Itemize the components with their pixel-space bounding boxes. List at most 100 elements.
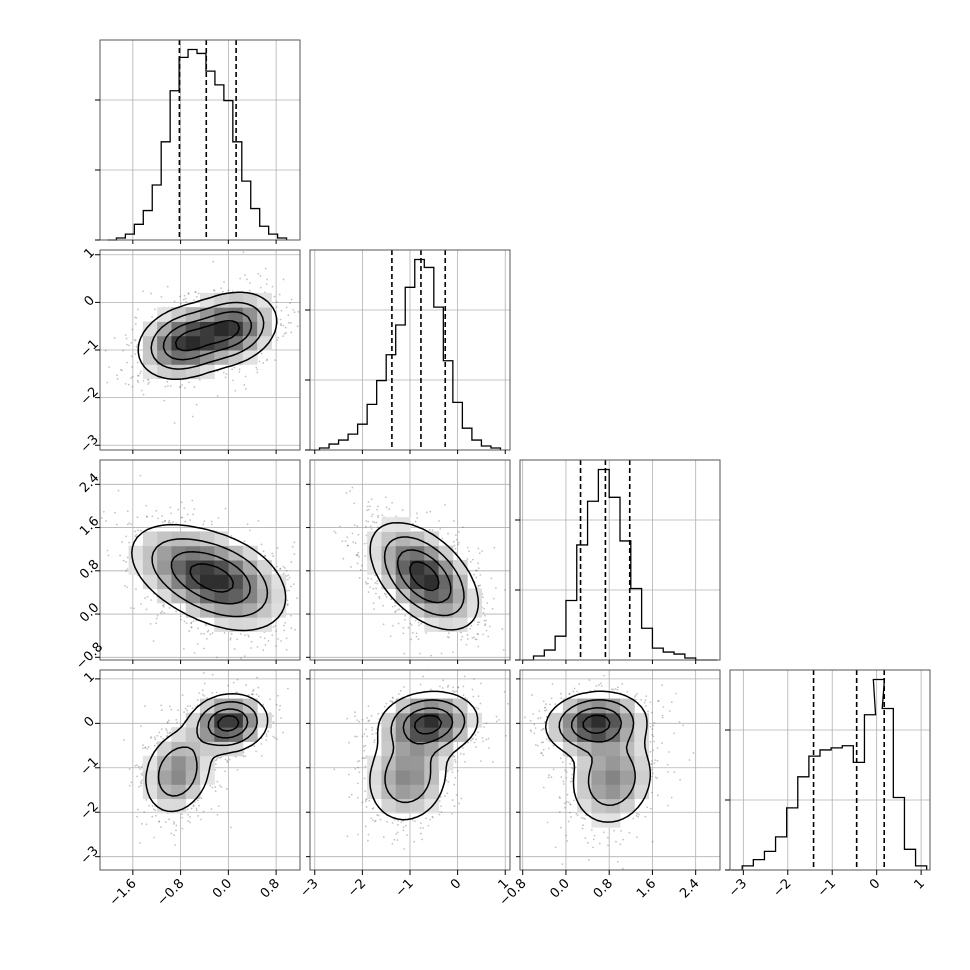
density-bin	[620, 770, 635, 785]
scatter-point	[152, 808, 155, 811]
density-bin	[200, 364, 215, 380]
scatter-point	[217, 805, 220, 808]
scatter-point	[212, 260, 215, 263]
scatter-point	[211, 786, 214, 789]
scatter-point	[180, 302, 182, 305]
scatter-point	[100, 517, 103, 519]
contour-line	[369, 521, 480, 631]
scatter-point	[357, 533, 360, 536]
x-tick-label: 0.8	[258, 876, 283, 901]
scatter-point	[568, 801, 570, 804]
scatter-point	[461, 635, 464, 638]
scatter-point	[285, 569, 288, 572]
scatter-point	[650, 763, 652, 766]
scatter-point	[479, 573, 482, 576]
hist-panel-3	[725, 669, 931, 871]
scatter-point	[353, 502, 356, 505]
scatter-point	[471, 637, 474, 639]
contour-line	[131, 523, 287, 632]
scatter-point	[203, 647, 206, 650]
scatter-point	[569, 762, 571, 765]
scatter-point	[478, 621, 481, 624]
scatter-point	[175, 610, 177, 613]
scatter-point	[586, 841, 589, 844]
density-bin	[214, 712, 230, 728]
scatter-point	[346, 536, 349, 539]
density-bin	[367, 784, 382, 800]
scatter-point	[290, 614, 292, 617]
scatter-point	[524, 716, 526, 719]
scatter-point	[224, 770, 226, 773]
density-bin	[257, 712, 272, 728]
scatter-point	[559, 797, 561, 800]
scatter-point	[475, 576, 478, 579]
scatter-point	[371, 513, 374, 516]
scatter-point	[121, 369, 123, 372]
density-bin	[452, 588, 468, 604]
scatter-point	[481, 671, 483, 673]
scatter-point	[290, 627, 293, 630]
scatter-point	[396, 839, 399, 841]
scatter-point	[181, 384, 184, 386]
scatter-point	[202, 672, 205, 674]
scatter-point	[638, 813, 640, 816]
density-bin	[242, 335, 258, 351]
scatter-point	[141, 779, 143, 782]
scatter-point	[188, 630, 191, 632]
scatter-point	[166, 734, 169, 737]
scatter-point	[452, 540, 455, 543]
scatter-point	[394, 610, 397, 613]
scatter-point	[453, 544, 456, 547]
scatter-point	[223, 281, 225, 283]
scatter-point	[455, 794, 458, 796]
scatter-point	[479, 702, 482, 705]
scatter-point	[371, 726, 374, 729]
scatter-point	[678, 721, 681, 723]
scatter-point	[661, 742, 664, 745]
contour-line	[145, 693, 269, 813]
scatter-point	[649, 725, 652, 728]
scatter-point	[346, 835, 349, 838]
scatter-point	[333, 768, 336, 771]
scatter-point	[213, 289, 216, 292]
scatter-point	[256, 368, 259, 371]
scatter-point	[210, 520, 213, 523]
scatter-point	[439, 527, 442, 530]
scatter-point	[661, 714, 664, 717]
density-bin	[381, 545, 397, 561]
scatter-point	[562, 780, 565, 783]
scatter-point	[134, 530, 137, 533]
scatter-point	[224, 507, 227, 510]
hist-panel-2	[515, 459, 721, 661]
y-tick-label: −1	[78, 337, 102, 361]
scatter-point	[316, 626, 318, 628]
density-bin	[214, 307, 230, 322]
contour-line	[570, 707, 623, 743]
scatter-point	[482, 740, 484, 743]
scatter-point	[287, 687, 289, 690]
scatter-point	[466, 638, 469, 640]
scatter-point	[265, 283, 268, 286]
scatter-point	[414, 619, 417, 622]
scatter-point	[280, 322, 282, 325]
scatter-point	[355, 735, 358, 738]
scatter-point	[147, 383, 149, 385]
density-bin	[171, 770, 187, 785]
density-bin	[200, 741, 215, 757]
scatter-point	[222, 371, 225, 374]
scatter-point	[301, 601, 303, 603]
scatter-point	[478, 552, 481, 555]
scatter-point	[377, 505, 379, 508]
scatter-point	[615, 840, 617, 843]
scatter-point	[206, 697, 209, 699]
scatter-point	[257, 520, 260, 522]
panel-border	[99, 459, 301, 661]
scatter-point	[372, 587, 375, 590]
scatter-point	[365, 728, 367, 731]
scatter-point	[578, 683, 581, 685]
scatter-point	[193, 652, 196, 654]
scatter-point	[464, 696, 467, 699]
scatter-point	[487, 635, 490, 638]
scatter-point	[358, 577, 361, 579]
scatter-point	[230, 633, 233, 635]
